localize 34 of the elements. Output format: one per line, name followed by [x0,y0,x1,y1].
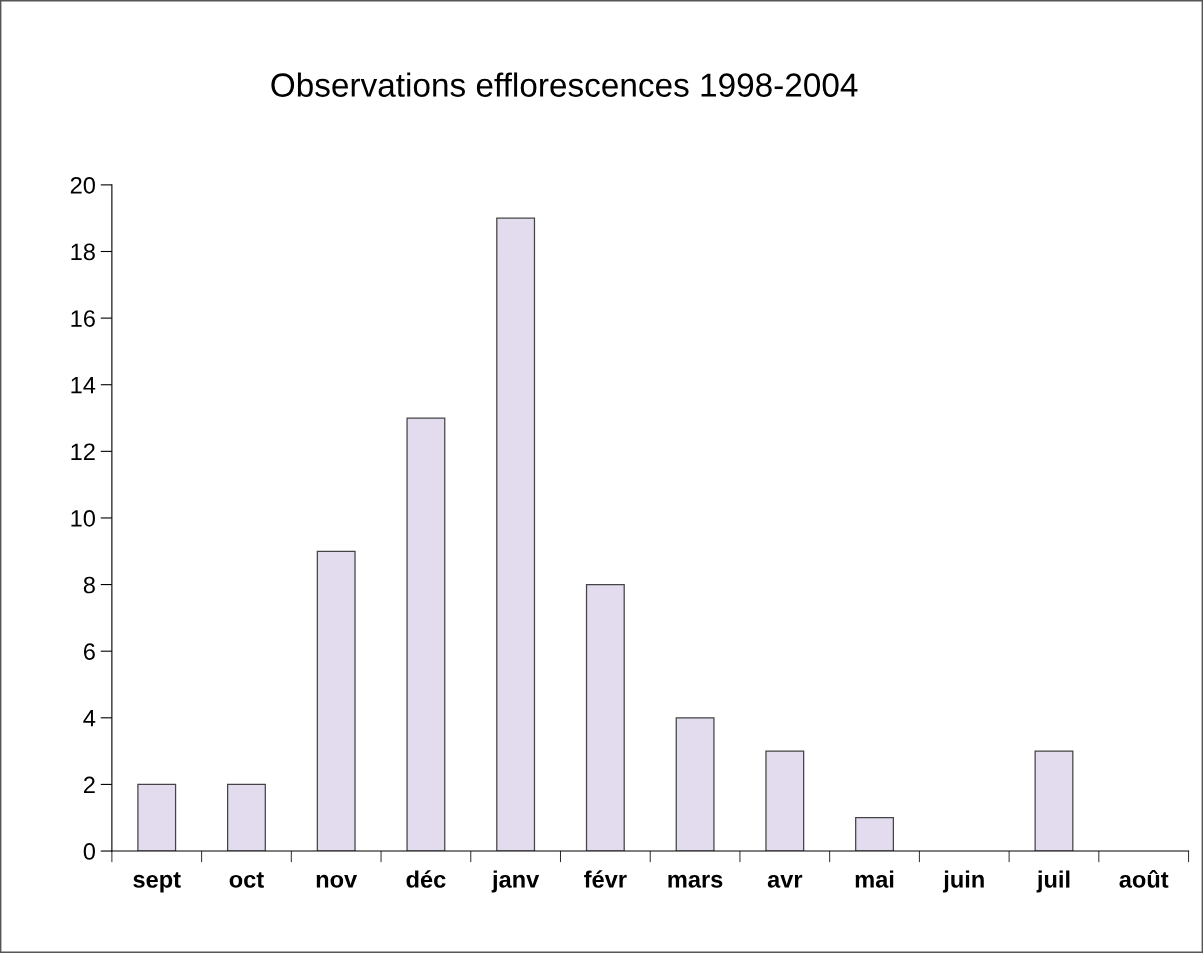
x-tick-label: oct [229,872,264,888]
bar [496,217,536,852]
chart-title: Observations efflorescences 1998-2004 [271,72,858,97]
y-tick-label: 4 [83,710,96,727]
bar [855,817,894,852]
y-tick-label: 2 [83,776,95,793]
x-tick-label: août [1119,869,1169,888]
x-tick-label: févr [584,870,627,888]
x-tick-label: mars [668,874,723,888]
y-tick-label: 6 [83,643,95,660]
bar [137,783,177,852]
x-tick-label: juin [942,870,984,893]
x-tick-label: sept [133,872,181,893]
y-tick-label: 12 [71,443,95,460]
bar [1034,750,1074,852]
x-tick-label: déc [406,870,446,888]
x-tick-label: janv [491,870,540,893]
bar [675,717,715,852]
y-tick-label: 16 [71,310,95,327]
bar [406,417,446,852]
bar [765,750,805,852]
y-tick-label: 0 [83,843,95,860]
y-tick-label: 14 [71,377,96,394]
y-tick-label: 8 [83,576,95,594]
bar [316,550,356,852]
y-tick-label: 10 [71,510,95,527]
y-tick-label: 18 [71,243,95,261]
bar [585,583,625,852]
x-tick-label: nov [316,874,358,888]
y-tick-label: 20 [70,176,95,194]
bar [226,783,266,852]
x-tick-label: juil [1036,870,1070,893]
x-tick-label: mai [855,870,894,888]
x-tick-label: avr [767,874,803,888]
